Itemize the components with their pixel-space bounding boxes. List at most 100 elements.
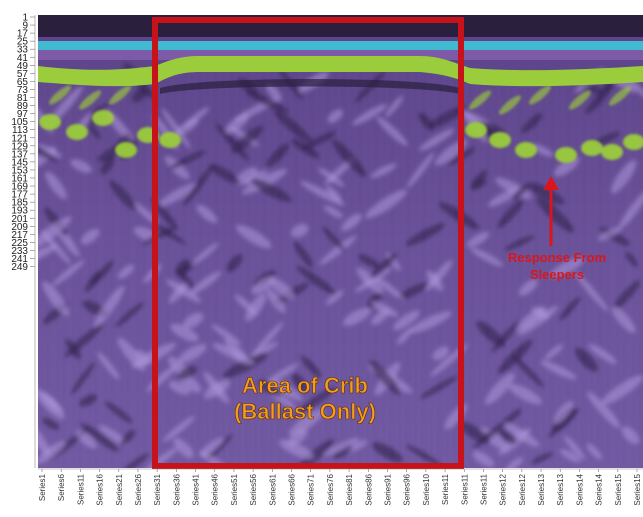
- x-tick-label: Series21: [115, 473, 124, 505]
- sleeper-streak: [498, 95, 522, 115]
- y-tick-label: 113: [12, 125, 28, 136]
- crib-label-line1: Area of Crib: [242, 373, 368, 398]
- y-tick-label: 97: [17, 109, 29, 120]
- y-tick-label: 161: [11, 174, 28, 185]
- sleeper-response-blob: [489, 132, 511, 148]
- sleeper-response-blob: [555, 147, 577, 163]
- y-tick-label: 217: [11, 230, 28, 241]
- y-tick-label: 137: [11, 149, 28, 160]
- y-tick-label: 25: [17, 37, 29, 48]
- x-tick-label: Series31: [153, 473, 162, 505]
- heatmap-plot-area: [38, 15, 643, 468]
- y-tick-label: 145: [11, 157, 28, 168]
- sleeper-response-blob: [39, 114, 61, 130]
- y-tick-label: 49: [17, 61, 29, 72]
- x-tick-label: Series46: [211, 473, 220, 505]
- y-tick-label: 1: [22, 13, 28, 24]
- crib-label: Area of Crib (Ballast Only): [234, 373, 376, 425]
- x-tick-label: Series81: [345, 473, 354, 505]
- response-label-line1: Response From: [508, 250, 606, 265]
- heatmap-surface-bands: [38, 15, 643, 94]
- y-tick-label: 129: [11, 141, 28, 152]
- crib-dark-curve: [160, 79, 460, 94]
- x-tick-label: Series11: [441, 473, 450, 505]
- sleeper-streak: [108, 85, 132, 105]
- sleeper-streak: [608, 86, 632, 106]
- y-tick-label: 177: [11, 190, 28, 201]
- x-tick-label: Series61: [268, 473, 277, 505]
- x-tick-label: Series11: [460, 473, 469, 505]
- y-tick-label: 89: [17, 101, 29, 112]
- x-tick-label: Series14: [595, 473, 604, 505]
- y-tick-label: 73: [17, 85, 29, 96]
- y-tick-label: 169: [11, 182, 28, 193]
- crib-area-box: [152, 17, 464, 469]
- y-tick-label: 81: [17, 93, 29, 104]
- x-tick-label: Series12: [499, 473, 508, 505]
- sleeper-response-blob: [66, 124, 88, 140]
- sleeper-response-blob: [159, 132, 181, 148]
- y-tick-label: 33: [17, 45, 29, 56]
- y-tick-label: 153: [11, 165, 28, 176]
- x-tick-label: Series26: [134, 473, 143, 505]
- x-tick-label: Series15: [614, 473, 623, 505]
- x-tick-label: Series14: [575, 473, 584, 505]
- x-tick-label: Series71: [307, 473, 316, 505]
- x-tick-label: Series41: [192, 473, 201, 505]
- y-tick-label: 201: [11, 214, 28, 225]
- sleeper-response-blob: [515, 142, 537, 158]
- y-tick-label: 105: [11, 117, 28, 128]
- sleeper-streak: [48, 85, 72, 105]
- x-tick-label: Series6: [57, 473, 66, 501]
- response-arrow: [543, 176, 559, 246]
- y-tick-label: 121: [11, 133, 28, 144]
- y-tick-label: 57: [17, 69, 29, 80]
- y-tick-label: 9: [22, 21, 28, 32]
- x-tick-label: Series51: [230, 473, 239, 505]
- sleeper-response-blob: [601, 144, 623, 160]
- x-tick-label: Series96: [403, 473, 412, 505]
- y-tick-label: 233: [11, 246, 28, 257]
- crib-label-line2: (Ballast Only): [234, 399, 376, 424]
- y-axis: 1917253341495765738189971051131211291371…: [11, 13, 36, 468]
- x-tick-label: Series1: [38, 473, 47, 501]
- x-tick-label: Series76: [326, 473, 335, 505]
- x-tick-label: Series56: [249, 473, 258, 505]
- y-tick-label: 65: [17, 77, 29, 88]
- x-tick-label: Series66: [288, 473, 297, 505]
- y-tick-label: 209: [11, 222, 28, 233]
- green-band: [38, 56, 643, 87]
- sleeper-streak: [78, 90, 102, 110]
- x-tick-label: Series11: [76, 473, 85, 505]
- x-tick-label: Series15: [633, 473, 642, 505]
- y-tick-label: 41: [17, 53, 29, 64]
- cyan-band: [38, 41, 643, 50]
- sleeper-response-blob: [465, 122, 487, 138]
- x-tick-label: Series12: [518, 473, 527, 505]
- y-tick-label: 193: [11, 206, 28, 217]
- x-tick-label: Series36: [172, 473, 181, 505]
- x-axis: Series1 Series6 Series11 Series16 Series21 Se…: [38, 468, 643, 506]
- sleeper-response-blob: [115, 142, 137, 158]
- response-label-line2: Sleepers: [530, 267, 584, 282]
- y-tick-label: 185: [11, 198, 28, 209]
- response-label: Response From Sleepers: [508, 250, 606, 282]
- y-tick-label: 241: [11, 254, 28, 265]
- y-tick-label: 225: [11, 238, 28, 249]
- y-tick-label: 17: [17, 29, 29, 40]
- sleeper-response-blob: [581, 140, 603, 156]
- sleeper-streak: [468, 90, 492, 110]
- x-tick-label: Series13: [537, 473, 546, 505]
- sleeper-response-blob: [92, 110, 114, 126]
- x-tick-label: Series16: [96, 473, 105, 505]
- sleeper-streak: [568, 90, 592, 110]
- heatmap-texture: [38, 62, 643, 468]
- x-tick-label: Series11: [479, 473, 488, 505]
- sleeper-response-blob: [623, 134, 643, 150]
- sleeper-streak: [528, 85, 552, 105]
- x-tick-label: Series13: [556, 473, 565, 505]
- x-tick-label: Series91: [383, 473, 392, 505]
- x-tick-label: Series86: [364, 473, 373, 505]
- y-tick-label: 249: [11, 262, 28, 273]
